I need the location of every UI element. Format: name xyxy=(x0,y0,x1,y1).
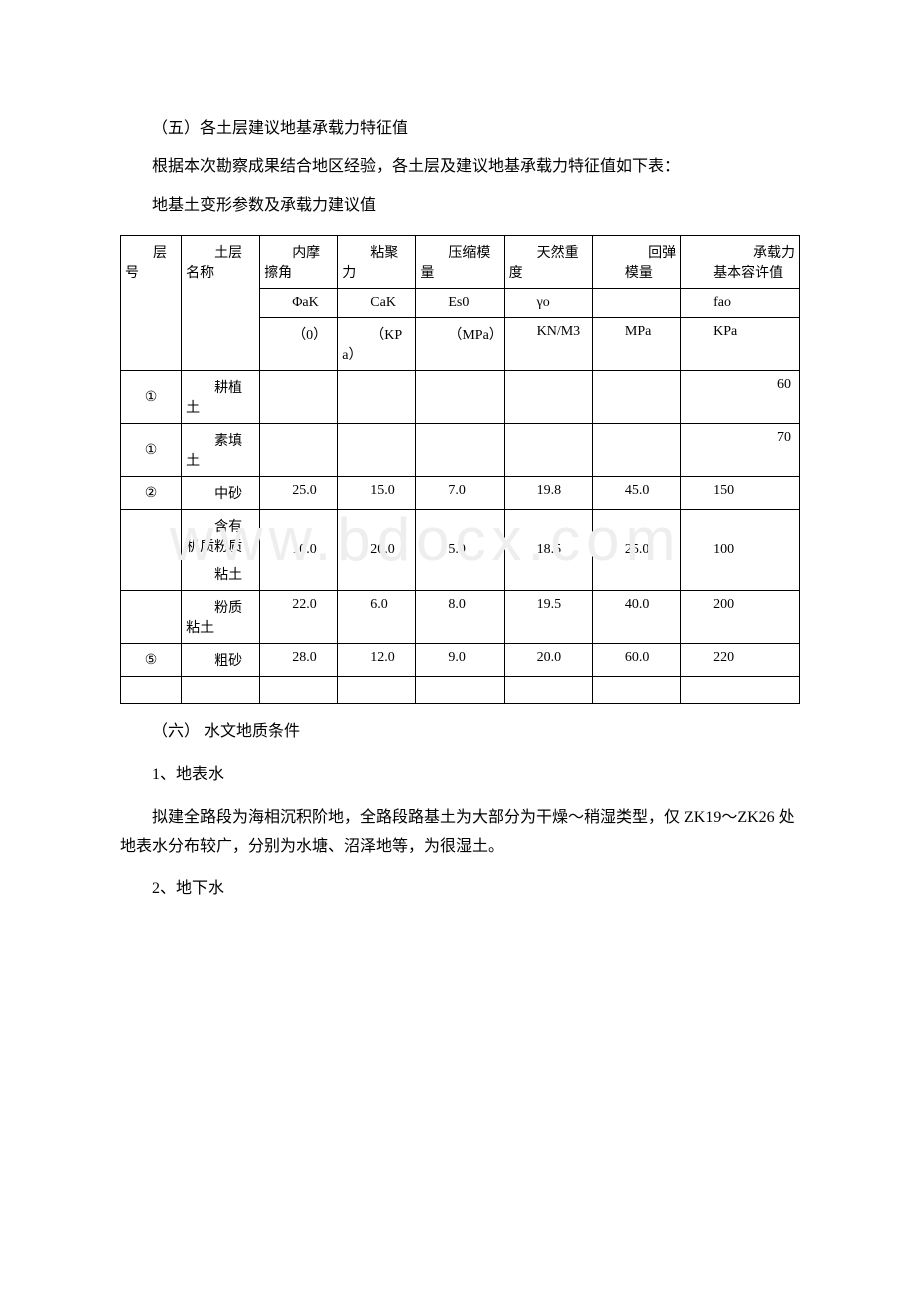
table-row: ⑤ 粗砂 28.0 12.0 9.0 20.0 60.0 220 xyxy=(121,644,800,677)
cell-compress: 5.0 xyxy=(416,510,504,591)
cell-density xyxy=(504,424,592,477)
table-row: ① 素填土 70 xyxy=(121,424,800,477)
cell-no xyxy=(121,510,182,591)
cell-empty xyxy=(182,677,260,704)
cell-bearing: 70 xyxy=(681,424,800,477)
table-row: 粉质粘土 22.0 6.0 8.0 19.5 40.0 200 xyxy=(121,591,800,644)
header-cohesion-unit: （KPa） xyxy=(338,318,416,371)
header-cohesion: 粘聚力 xyxy=(338,236,416,289)
cell-no: ⑤ xyxy=(121,644,182,677)
cell-density: 19.5 xyxy=(504,591,592,644)
header-friction: 内摩擦角 xyxy=(260,236,338,289)
cell-no: ① xyxy=(121,424,182,477)
cell-cohesion: 20.0 xyxy=(338,510,416,591)
table-header-row: 层号 土层名称 内摩擦角 粘聚力 压缩模量 天然重度 回弹 模量 承载力 基本容… xyxy=(121,236,800,289)
cell-name: 中砂 xyxy=(182,477,260,510)
cell-density: 20.0 xyxy=(504,644,592,677)
paragraph-table-title: 地基土变形参数及承载力建议值 xyxy=(120,187,800,225)
table-row: ② 中砂 25.0 15.0 7.0 19.8 45.0 150 xyxy=(121,477,800,510)
cell-rebound: 60.0 xyxy=(592,644,680,677)
header-compress-sym: Es0 xyxy=(416,289,504,318)
header-rebound-unit: MPa xyxy=(592,318,680,371)
cell-compress: 7.0 xyxy=(416,477,504,510)
paragraph-intro: 根据本次勘察成果结合地区经验，各土层及建议地基承载力特征值如下表： xyxy=(120,148,800,186)
header-bearing-sym: fao xyxy=(681,289,800,318)
table-row xyxy=(121,677,800,704)
cell-empty xyxy=(260,677,338,704)
cell-friction: 22.0 xyxy=(260,591,338,644)
cell-density: 19.8 xyxy=(504,477,592,510)
cell-rebound: 45.0 xyxy=(592,477,680,510)
cell-rebound: 25.0 xyxy=(592,510,680,591)
header-layer-no: 层号 xyxy=(121,236,182,371)
header-bearing-unit: KPa xyxy=(681,318,800,371)
cell-cohesion: 6.0 xyxy=(338,591,416,644)
cell-cohesion xyxy=(338,424,416,477)
header-layer-name: 土层名称 xyxy=(182,236,260,371)
table-row: ① 耕植土 60 xyxy=(121,371,800,424)
header-compress: 压缩模量 xyxy=(416,236,504,289)
cell-friction: 28.0 xyxy=(260,644,338,677)
cell-friction: 10.0 xyxy=(260,510,338,591)
cell-rebound: 40.0 xyxy=(592,591,680,644)
cell-empty xyxy=(121,677,182,704)
cell-no xyxy=(121,591,182,644)
header-rebound-sym xyxy=(592,289,680,318)
header-density: 天然重度 xyxy=(504,236,592,289)
header-density-sym: γo xyxy=(504,289,592,318)
cell-friction xyxy=(260,371,338,424)
cell-name: 耕植土 xyxy=(182,371,260,424)
cell-compress xyxy=(416,371,504,424)
paragraph-surface-water-body: 拟建全路段为海相沉积阶地，全路段路基土为大部分为干燥～稍湿类型，仅 ZK19～Z… xyxy=(120,804,800,862)
cell-compress xyxy=(416,424,504,477)
cell-friction: 25.0 xyxy=(260,477,338,510)
cell-name: 粉质粘土 xyxy=(182,591,260,644)
cell-bearing: 200 xyxy=(681,591,800,644)
header-density-unit: KN/M3 xyxy=(504,318,592,371)
header-bearing: 承载力 基本容许值 xyxy=(681,236,800,289)
header-cohesion-sym: CaK xyxy=(338,289,416,318)
cell-empty xyxy=(416,677,504,704)
cell-empty xyxy=(681,677,800,704)
cell-bearing: 100 xyxy=(681,510,800,591)
paragraph-surface-water-heading: 1、地表水 xyxy=(120,761,800,790)
cell-name: 含有机质粉质 粘土 xyxy=(182,510,260,591)
header-friction-unit: （0） xyxy=(260,318,338,371)
soil-parameters-table: 层号 土层名称 内摩擦角 粘聚力 压缩模量 天然重度 回弹 模量 承载力 基本容… xyxy=(120,235,800,704)
cell-bearing: 60 xyxy=(681,371,800,424)
cell-name: 素填土 xyxy=(182,424,260,477)
cell-friction xyxy=(260,424,338,477)
cell-bearing: 150 xyxy=(681,477,800,510)
cell-rebound xyxy=(592,424,680,477)
paragraph-section-6: （六） 水文地质条件 xyxy=(120,718,800,747)
cell-cohesion xyxy=(338,371,416,424)
table-row: 含有机质粉质 粘土 10.0 20.0 5.0 18.5 25.0 100 xyxy=(121,510,800,591)
cell-empty xyxy=(592,677,680,704)
paragraph-ground-water-heading: 2、地下水 xyxy=(120,875,800,904)
cell-density: 18.5 xyxy=(504,510,592,591)
cell-empty xyxy=(338,677,416,704)
paragraph-section-5: （五）各土层建议地基承载力特征值 xyxy=(120,110,800,148)
cell-no: ② xyxy=(121,477,182,510)
header-compress-unit: （MPa） xyxy=(416,318,504,371)
cell-name: 粗砂 xyxy=(182,644,260,677)
cell-no: ① xyxy=(121,371,182,424)
cell-density xyxy=(504,371,592,424)
cell-cohesion: 15.0 xyxy=(338,477,416,510)
cell-compress: 8.0 xyxy=(416,591,504,644)
header-friction-sym: ΦaK xyxy=(260,289,338,318)
cell-bearing: 220 xyxy=(681,644,800,677)
cell-cohesion: 12.0 xyxy=(338,644,416,677)
header-rebound: 回弹 模量 xyxy=(592,236,680,289)
cell-compress: 9.0 xyxy=(416,644,504,677)
cell-rebound xyxy=(592,371,680,424)
cell-empty xyxy=(504,677,592,704)
